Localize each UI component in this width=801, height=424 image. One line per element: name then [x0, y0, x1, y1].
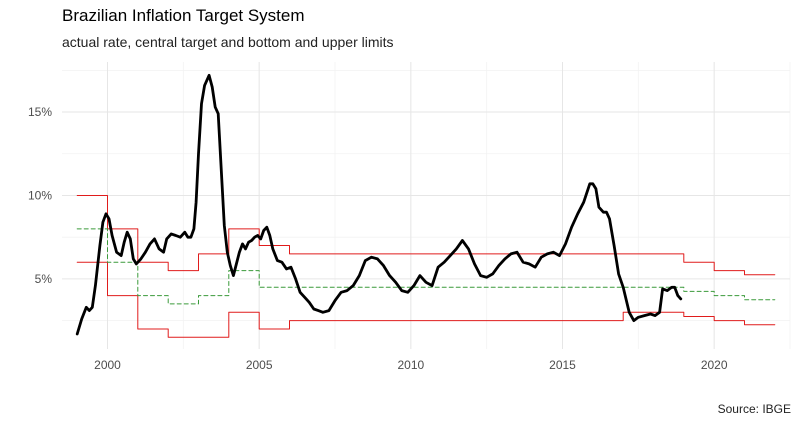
upper-limit-line	[76, 195, 776, 276]
x-tick-label: 2005	[246, 358, 273, 372]
x-tick-label: 2020	[701, 358, 728, 372]
chart-caption: Source: IBGE	[717, 402, 791, 416]
minor-gridlines	[62, 62, 791, 349]
chart-subtitle: actual rate, central target and bottom a…	[62, 34, 394, 50]
y-tick-label: 10%	[28, 188, 52, 202]
x-tick-label: 2015	[549, 358, 576, 372]
y-tick-label: 5%	[35, 272, 53, 286]
bottom-limit-line	[76, 261, 776, 338]
axis-labels: 2000 2005 2010 2015 2020 5% 10% 15%	[28, 105, 728, 372]
major-gridlines	[62, 62, 790, 349]
chart-title: Brazilian Inflation Target System	[62, 6, 305, 25]
x-tick-label: 2000	[94, 358, 121, 372]
central-target-line	[76, 228, 776, 305]
series-layer	[75, 73, 776, 338]
x-tick-label: 2010	[397, 358, 424, 372]
y-tick-label: 15%	[28, 105, 52, 119]
actual-rate-line	[75, 73, 683, 336]
